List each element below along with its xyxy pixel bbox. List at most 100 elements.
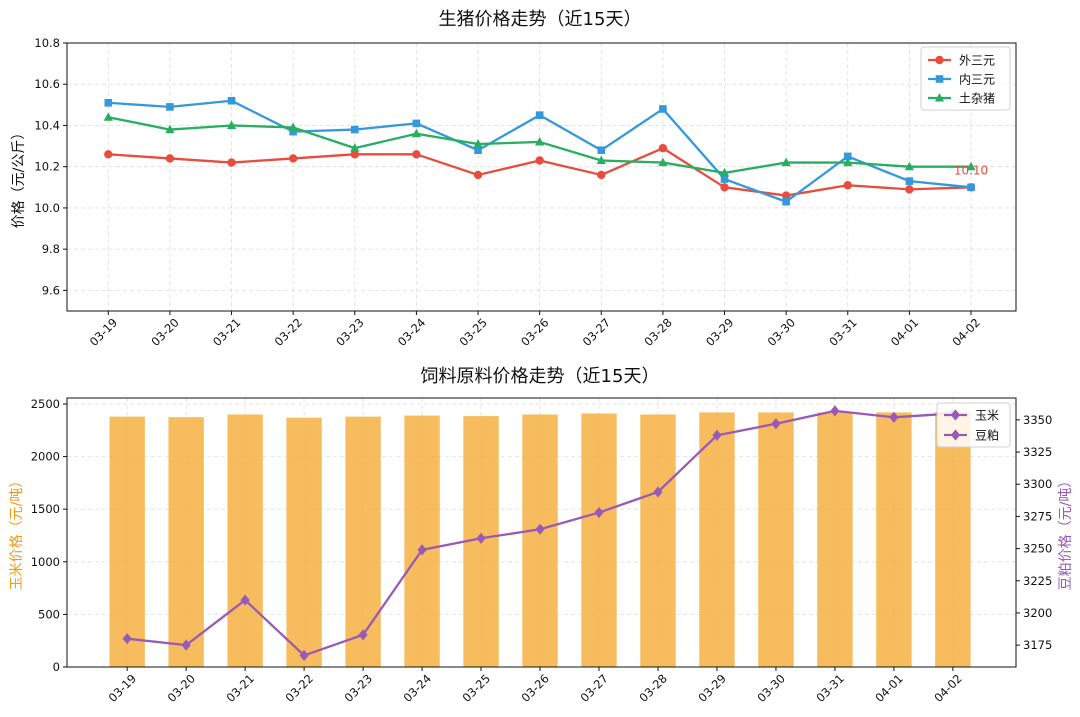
data-point <box>782 197 790 206</box>
data-point <box>103 112 113 121</box>
data-point <box>720 183 729 192</box>
data-point <box>411 128 422 138</box>
y-tick-label: 1500 <box>31 502 60 516</box>
legend-label: 内三元 <box>959 73 995 87</box>
legend-label: 外三元 <box>959 54 995 68</box>
data-point <box>535 111 544 119</box>
data-point <box>227 96 236 105</box>
series-1 <box>104 96 975 206</box>
data-point <box>240 594 250 606</box>
data-point <box>597 146 606 154</box>
x-tick-label: 03-27 <box>577 671 611 705</box>
x-tick-label: 03-20 <box>165 671 199 705</box>
x-tick-label: 03-24 <box>395 315 429 349</box>
data-point <box>653 486 663 498</box>
data-point <box>288 122 298 132</box>
y-tick-label-right: 3175 <box>1023 638 1052 652</box>
y-tick-label-right: 3300 <box>1023 477 1052 491</box>
data-point <box>412 150 421 159</box>
feed-price-chart: 0 500 1000 1500 2000 2500 3175 3200 3225 3250 3275… <box>31 397 1053 705</box>
legend-box <box>936 402 1011 448</box>
legend-box <box>920 46 1011 111</box>
data-point <box>476 532 486 544</box>
data-point <box>288 154 298 163</box>
x-tick-label: 04-02 <box>931 671 965 705</box>
legend-label: 玉米 <box>975 409 999 423</box>
bar <box>817 412 853 667</box>
annotation-label: 10.10 <box>954 163 988 177</box>
data-point <box>781 157 791 167</box>
data-point <box>165 124 175 134</box>
y-tick-label-right: 3200 <box>1023 606 1052 620</box>
data-point <box>350 150 359 159</box>
x-tick-label: 03-20 <box>148 315 182 349</box>
data-point <box>473 139 483 148</box>
x-tick-label: 03-24 <box>400 671 434 705</box>
x-tick-label: 03-29 <box>703 315 737 349</box>
y-axis-label-pig-price: 价格（元/公斤） <box>11 126 27 229</box>
y-tick-label: 10.4 <box>34 118 60 132</box>
data-point <box>904 161 914 171</box>
data-point <box>889 411 899 423</box>
legend-label: 豆粕 <box>975 428 999 443</box>
y-tick-label-right: 3225 <box>1023 574 1052 588</box>
bar <box>581 413 617 667</box>
y-tick-label: 9.8 <box>42 242 60 256</box>
data-point <box>227 158 236 167</box>
x-tick-label: 03-27 <box>580 315 614 349</box>
chart-title-pig-price: 生猪价格走势（近15天） <box>439 9 642 30</box>
x-tick-label: 03-25 <box>456 315 490 349</box>
data-point <box>535 156 544 165</box>
data-point <box>166 103 174 111</box>
x-tick-label: 03-28 <box>636 671 670 705</box>
data-point <box>719 167 730 177</box>
series-2 <box>103 112 976 177</box>
series-0 <box>104 143 976 200</box>
data-point <box>658 143 668 153</box>
y-axis-label-corn-price: 玉米价格（元/吨） <box>9 474 25 591</box>
y-tick-label: 500 <box>38 607 60 621</box>
x-tick-label: 03-29 <box>695 671 729 705</box>
data-point <box>597 170 606 180</box>
data-point <box>474 146 482 154</box>
y-tick-label: 9.6 <box>42 283 60 297</box>
x-tick-label: 03-30 <box>765 315 799 349</box>
data-point <box>830 405 840 417</box>
data-point <box>358 629 368 641</box>
bar <box>404 415 440 667</box>
x-tick-label: 03-25 <box>459 671 493 705</box>
legend-marker <box>935 75 944 83</box>
data-point <box>181 639 191 651</box>
legend-marker <box>935 55 944 65</box>
y-tick-label: 2000 <box>31 450 60 464</box>
legend-marker <box>950 409 961 421</box>
data-point <box>843 152 852 161</box>
x-tick-label: 04-02 <box>949 315 983 349</box>
data-point <box>122 633 132 645</box>
bar <box>699 412 735 667</box>
legend-label: 土杂猪 <box>959 92 995 106</box>
data-point <box>535 136 545 146</box>
y-tick-label-right: 3275 <box>1023 509 1052 523</box>
data-point <box>659 105 667 113</box>
data-point <box>843 181 852 190</box>
data-point <box>771 418 781 430</box>
plot-frame <box>66 397 1017 668</box>
data-point <box>596 155 606 165</box>
x-tick-label: 04-01 <box>888 315 922 349</box>
data-point <box>104 98 113 107</box>
x-tick-label: 03-26 <box>518 671 552 705</box>
x-tick-label: 03-31 <box>813 671 847 705</box>
data-point <box>289 127 297 136</box>
y-tick-label: 2500 <box>31 397 60 411</box>
data-point <box>905 185 914 194</box>
x-tick-label: 03-22 <box>272 315 306 349</box>
bar <box>345 416 381 667</box>
data-point <box>781 191 791 200</box>
data-point <box>905 177 914 185</box>
y-tick-label: 10.2 <box>34 160 60 174</box>
data-point <box>412 119 421 128</box>
y-tick-label: 10.0 <box>34 201 60 215</box>
